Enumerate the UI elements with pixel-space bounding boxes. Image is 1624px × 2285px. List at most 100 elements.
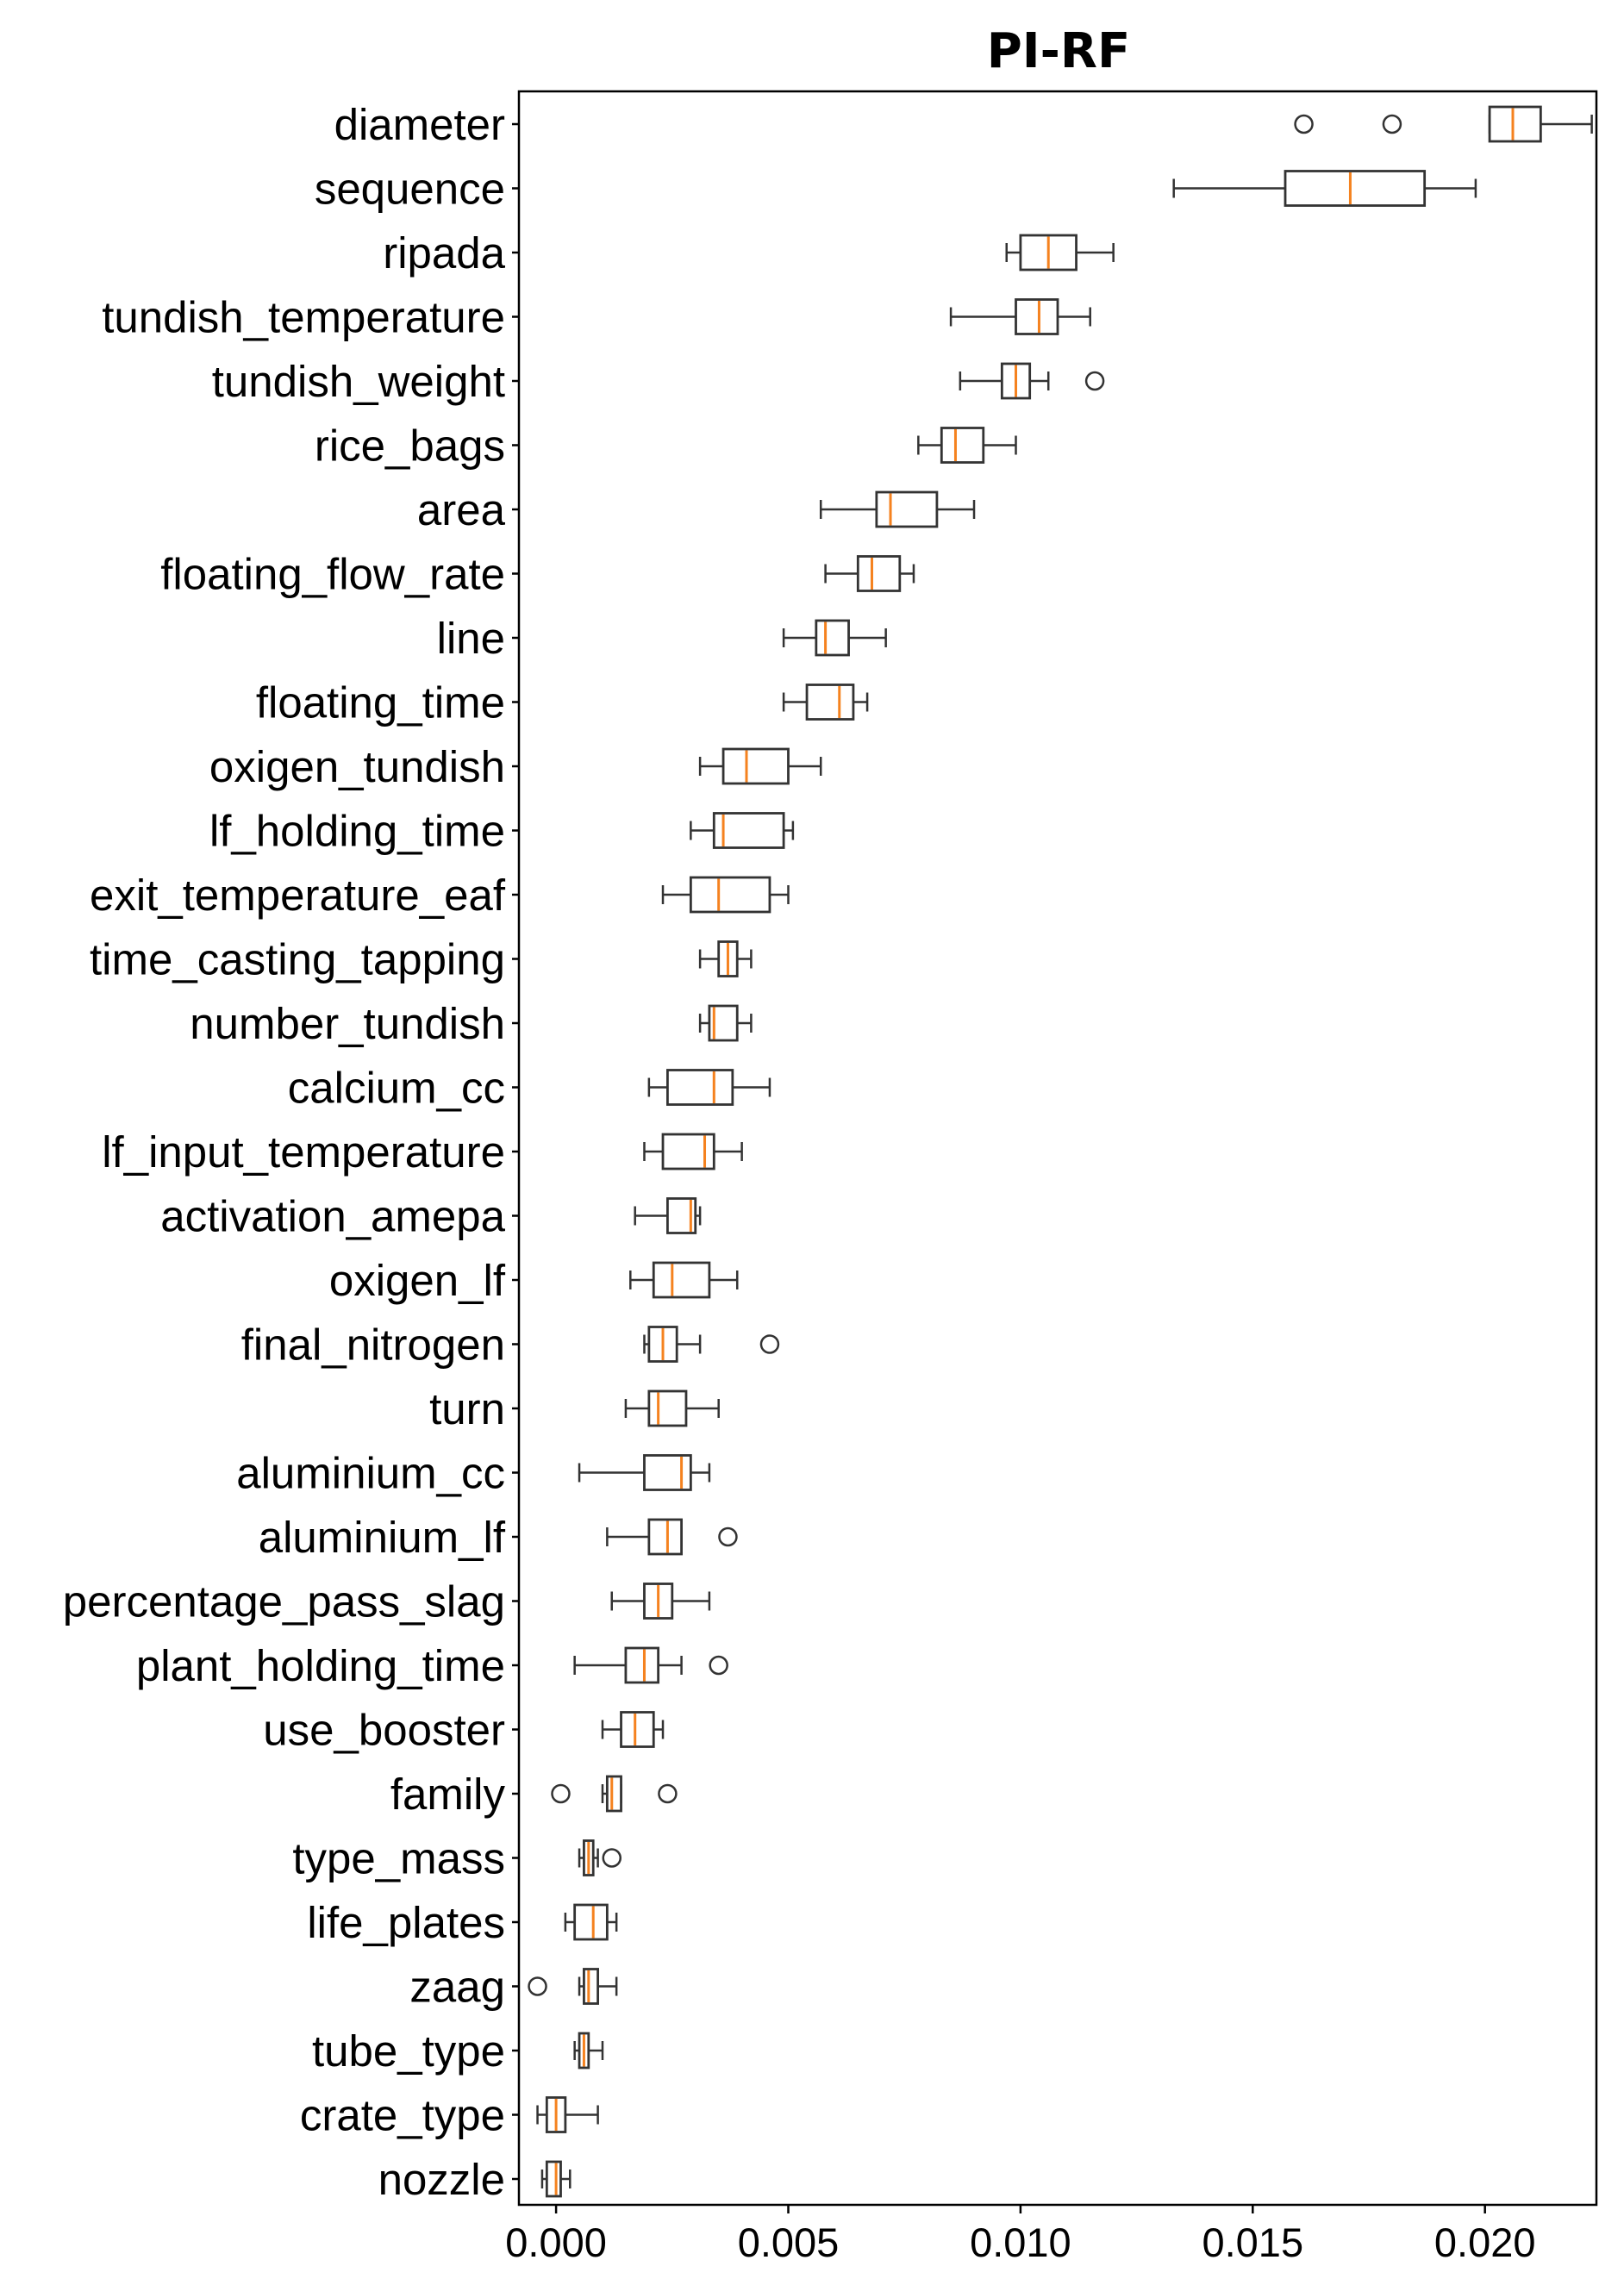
y-tick-label-activation-amepa: activation_amepa bbox=[160, 1192, 505, 1241]
x-tick-label: 0.020 bbox=[1434, 2219, 1536, 2265]
box-sequence bbox=[1172, 170, 1477, 207]
box-ripada bbox=[1005, 234, 1115, 272]
y-tick-label-aluminium-lf: aluminium_lf bbox=[259, 1513, 506, 1562]
box-lf-input-temperature bbox=[643, 1133, 743, 1171]
y-tick-label-oxigen-lf: oxigen_lf bbox=[329, 1256, 506, 1305]
box-time-casting-tapping bbox=[698, 940, 753, 977]
box-final-nitrogen bbox=[643, 1326, 780, 1363]
box-nozzle bbox=[540, 2160, 572, 2198]
y-tick-label-life-plates: life_plates bbox=[307, 1898, 505, 1947]
iqr-box bbox=[647, 1518, 683, 1556]
box-tube-type bbox=[573, 2032, 604, 2070]
box-diameter bbox=[1294, 105, 1593, 143]
y-tick-labels: diameter sequence ripada tundish_temperatur… bbox=[63, 100, 519, 2204]
x-tick-label: 0.000 bbox=[505, 2219, 607, 2265]
y-tick-label-family: family bbox=[390, 1770, 506, 1819]
plot-frame bbox=[517, 90, 1598, 2207]
y-tick-label-percentage-pass-slag: percentage_pass_slag bbox=[63, 1577, 505, 1626]
box-floating-flow-rate bbox=[824, 555, 915, 592]
box-plant-holding-time bbox=[573, 1646, 728, 1684]
box-percentage-pass-slag bbox=[610, 1583, 711, 1620]
box-exit-temperature-eaf bbox=[661, 876, 790, 914]
outlier-point bbox=[718, 1526, 738, 1547]
box-calcium-cc bbox=[647, 1069, 771, 1106]
x-tick-label: 0.005 bbox=[738, 2219, 840, 2265]
iqr-box bbox=[721, 747, 790, 785]
box-floating-time bbox=[782, 684, 869, 721]
y-tick-label-crate-type: crate_type bbox=[300, 2091, 505, 2140]
outlier-point bbox=[1294, 114, 1314, 134]
box-turn bbox=[624, 1389, 720, 1427]
iqr-box bbox=[624, 1646, 660, 1684]
x-tick-label: 0.015 bbox=[1202, 2219, 1303, 2265]
iqr-box bbox=[875, 490, 939, 528]
y-tick-label-lf-input-temperature: lf_input_temperature bbox=[102, 1127, 505, 1177]
y-tick-label-use-booster: use_booster bbox=[263, 1706, 505, 1755]
iqr-box bbox=[652, 1261, 711, 1299]
box-activation-amepa bbox=[634, 1197, 702, 1234]
outlier-point bbox=[1084, 371, 1105, 391]
iqr-box bbox=[661, 1133, 715, 1171]
box-line bbox=[782, 619, 887, 657]
y-tick-label-zaag: zaag bbox=[409, 1963, 505, 2012]
y-tick-label-rice-bags: rice_bags bbox=[315, 421, 505, 471]
y-tick-label-tube-type: tube_type bbox=[312, 2026, 505, 2076]
iqr-box bbox=[1015, 298, 1059, 335]
y-tick-label-floating-flow-rate: floating_flow_rate bbox=[160, 550, 505, 599]
y-tick-label-line: line bbox=[437, 614, 505, 663]
box-number-tundish bbox=[698, 1004, 753, 1042]
outlier-point bbox=[759, 1334, 780, 1354]
y-tick-label-floating-time: floating_time bbox=[256, 678, 505, 727]
box-oxigen-tundish bbox=[698, 747, 822, 785]
box-aluminium-lf bbox=[606, 1518, 738, 1556]
iqr-box bbox=[712, 812, 785, 849]
iqr-box bbox=[940, 427, 985, 464]
box-rice-bags bbox=[917, 427, 1017, 464]
box-zaag bbox=[528, 1968, 618, 2005]
boxes-layer bbox=[528, 105, 1593, 2198]
y-tick-label-tundish-weight: tundish_weight bbox=[212, 357, 505, 406]
iqr-box bbox=[666, 1069, 734, 1106]
x-tick-label: 0.010 bbox=[970, 2219, 1071, 2265]
iqr-box bbox=[647, 1389, 688, 1427]
iqr-box bbox=[620, 1711, 655, 1748]
y-tick-label-aluminium-cc: aluminium_cc bbox=[236, 1449, 505, 1498]
box-lf-holding-time bbox=[690, 812, 795, 849]
outlier-point bbox=[551, 1783, 571, 1804]
y-tick-label-area: area bbox=[417, 485, 506, 534]
y-tick-label-exit-temperature-eaf: exit_temperature_eaf bbox=[90, 871, 506, 920]
box-family bbox=[551, 1775, 678, 1813]
box-life-plates bbox=[564, 1903, 618, 1941]
x-axis: 0.000 0.005 0.010 0.015 0.020 bbox=[505, 2205, 1536, 2265]
iqr-box bbox=[1284, 170, 1427, 207]
y-tick-label-calcium-cc: calcium_cc bbox=[288, 1064, 505, 1113]
y-tick-label-plant-holding-time: plant_holding_time bbox=[136, 1641, 505, 1690]
box-aluminium-cc bbox=[578, 1454, 711, 1491]
box-area bbox=[819, 490, 976, 528]
box-type-mass bbox=[578, 1839, 622, 1876]
iqr-box bbox=[1488, 105, 1542, 143]
outlier-point bbox=[528, 1976, 547, 1996]
box-use-booster bbox=[601, 1711, 665, 1748]
iqr-box bbox=[545, 2160, 562, 2198]
box-crate-type bbox=[536, 2096, 599, 2133]
y-tick-label-final-nitrogen: final_nitrogen bbox=[241, 1320, 505, 1370]
iqr-box bbox=[583, 1968, 599, 2005]
outlier-point bbox=[658, 1783, 678, 1804]
y-tick-label-oxigen-tundish: oxigen_tundish bbox=[209, 742, 505, 791]
iqr-box bbox=[573, 1903, 609, 1941]
y-tick-label-number-tundish: number_tundish bbox=[190, 999, 505, 1048]
box-tundish-temperature bbox=[949, 298, 1091, 335]
outlier-point bbox=[1382, 114, 1402, 134]
y-tick-label-ripada: ripada bbox=[383, 228, 505, 278]
outlier-point bbox=[602, 1848, 622, 1868]
chart-title: PI-RF bbox=[987, 23, 1131, 79]
iqr-box bbox=[856, 555, 902, 592]
iqr-box bbox=[605, 1775, 622, 1813]
y-tick-label-lf-holding-time: lf_holding_time bbox=[209, 807, 505, 856]
y-tick-label-sequence: sequence bbox=[315, 165, 505, 214]
y-tick-label-nozzle: nozzle bbox=[378, 2155, 505, 2204]
iqr-box bbox=[689, 876, 771, 914]
